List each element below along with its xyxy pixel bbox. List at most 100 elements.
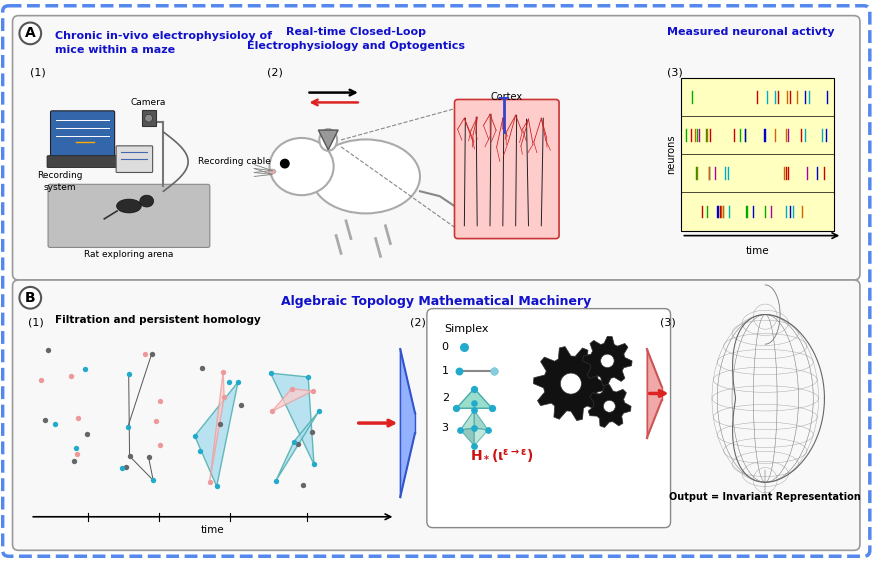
- Text: Output = Invariant Representation: Output = Invariant Representation: [669, 492, 861, 502]
- Point: [216, 367, 230, 376]
- Ellipse shape: [140, 195, 154, 207]
- Text: Measured neuronal activty: Measured neuronal activty: [667, 28, 834, 38]
- Point: [297, 480, 311, 489]
- Polygon shape: [474, 428, 488, 446]
- Text: time: time: [746, 247, 770, 256]
- Ellipse shape: [269, 138, 334, 195]
- Point: [121, 422, 135, 431]
- Circle shape: [19, 287, 42, 309]
- Point: [209, 482, 223, 491]
- Text: $\mathbf{H_*(\iota^{\epsilon \to \epsilon})}$: $\mathbf{H_*(\iota^{\epsilon \to \epsilo…: [471, 448, 533, 465]
- Point: [34, 375, 49, 384]
- Text: time: time: [201, 525, 224, 534]
- Polygon shape: [319, 130, 338, 150]
- Point: [457, 343, 472, 352]
- Point: [284, 384, 298, 393]
- Point: [141, 453, 155, 462]
- Text: Recording
system: Recording system: [37, 171, 83, 192]
- Text: Recording cable: Recording cable: [198, 157, 271, 166]
- Text: (2): (2): [267, 68, 283, 78]
- Point: [37, 415, 51, 424]
- Point: [301, 373, 315, 382]
- Ellipse shape: [312, 139, 420, 214]
- Text: Camera: Camera: [131, 98, 166, 107]
- Circle shape: [280, 158, 290, 169]
- Polygon shape: [270, 373, 314, 464]
- Ellipse shape: [268, 169, 275, 174]
- FancyBboxPatch shape: [117, 146, 153, 173]
- Polygon shape: [457, 388, 492, 408]
- Text: 2: 2: [442, 393, 449, 404]
- Point: [154, 440, 168, 449]
- Text: Real-time Closed-Loop
Electrophysiology and Optogentics: Real-time Closed-Loop Electrophysiology …: [247, 28, 464, 51]
- Point: [213, 420, 227, 429]
- Text: Simplex: Simplex: [445, 324, 489, 334]
- Point: [202, 478, 216, 487]
- FancyBboxPatch shape: [47, 156, 118, 167]
- Point: [223, 377, 237, 386]
- Point: [122, 369, 136, 378]
- Polygon shape: [647, 349, 661, 438]
- Text: B: B: [25, 291, 35, 305]
- Polygon shape: [583, 336, 632, 386]
- Point: [485, 404, 499, 413]
- Point: [193, 446, 208, 455]
- Point: [453, 425, 467, 434]
- Point: [79, 364, 93, 373]
- Point: [149, 416, 163, 425]
- Polygon shape: [460, 428, 474, 446]
- Point: [487, 366, 501, 375]
- Ellipse shape: [117, 199, 141, 213]
- Polygon shape: [588, 384, 631, 428]
- Bar: [142, 110, 155, 126]
- Point: [265, 407, 279, 416]
- Point: [231, 378, 245, 387]
- Text: (3): (3): [660, 318, 675, 328]
- Text: neurons: neurons: [667, 134, 676, 174]
- Point: [64, 372, 79, 381]
- Point: [487, 366, 501, 375]
- Point: [467, 424, 481, 433]
- Point: [306, 387, 320, 396]
- Point: [138, 350, 152, 359]
- Point: [80, 429, 94, 438]
- Circle shape: [600, 354, 615, 368]
- Point: [305, 428, 319, 437]
- FancyBboxPatch shape: [426, 309, 670, 528]
- Point: [115, 463, 129, 472]
- Text: (3): (3): [667, 68, 683, 78]
- Polygon shape: [272, 389, 313, 411]
- Circle shape: [603, 400, 615, 413]
- Point: [69, 443, 83, 452]
- Point: [48, 419, 62, 428]
- Point: [291, 439, 306, 448]
- Text: Filtration and persistent homology: Filtration and persistent homology: [55, 315, 260, 324]
- FancyBboxPatch shape: [50, 111, 115, 158]
- Polygon shape: [195, 382, 238, 486]
- Text: 1: 1: [442, 366, 449, 376]
- Point: [307, 460, 321, 469]
- Text: (2): (2): [410, 318, 426, 328]
- Point: [234, 401, 248, 410]
- Point: [312, 407, 326, 416]
- Point: [72, 414, 86, 423]
- Point: [217, 392, 231, 401]
- Point: [452, 366, 466, 375]
- FancyBboxPatch shape: [12, 16, 860, 280]
- Point: [123, 452, 137, 461]
- Text: Cortex: Cortex: [491, 92, 523, 102]
- Point: [481, 425, 495, 434]
- FancyBboxPatch shape: [12, 280, 860, 550]
- Polygon shape: [275, 411, 319, 481]
- Point: [118, 462, 132, 471]
- Point: [287, 437, 301, 446]
- Point: [467, 441, 481, 450]
- Text: Chronic in-vivo electrophysioloy of
mice within a maze: Chronic in-vivo electrophysioloy of mice…: [55, 31, 272, 55]
- Point: [268, 477, 283, 486]
- Circle shape: [561, 373, 581, 394]
- Circle shape: [19, 22, 42, 44]
- Polygon shape: [400, 349, 415, 497]
- Point: [146, 476, 160, 485]
- Text: (1): (1): [28, 318, 44, 328]
- Text: A: A: [25, 26, 35, 40]
